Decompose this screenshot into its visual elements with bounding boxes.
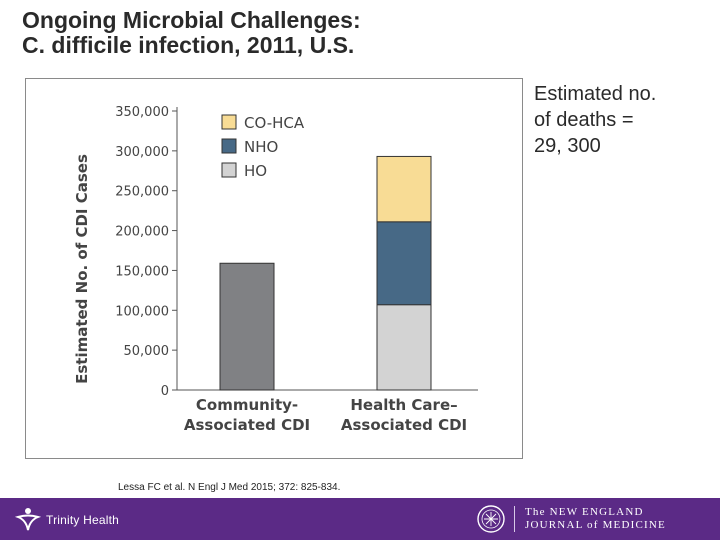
- note-line-2: of deaths =: [534, 109, 634, 131]
- y-tick-label: 350,000: [115, 105, 169, 120]
- footer-bar: Trinity Health The NEW ENGLAND JOURNAL o…: [0, 498, 720, 540]
- legend-swatch: [221, 114, 237, 130]
- x-category-label: Community-: [196, 396, 298, 414]
- bar-segment-co-hca: [376, 155, 432, 223]
- legend-label: CO-HCA: [244, 114, 305, 132]
- legend-swatch: [221, 162, 237, 178]
- y-tick-label: 250,000: [115, 185, 169, 200]
- y-axis-label: Estimated No. of CDI Cases: [73, 154, 91, 384]
- x-category-label: Associated CDI: [341, 416, 467, 434]
- nejm-line-1: The NEW ENGLAND: [525, 506, 644, 518]
- legend-swatch: [221, 138, 237, 154]
- note-line-1: Estimated no.: [534, 83, 657, 105]
- legend-label: NHO: [244, 138, 278, 156]
- cdi-cases-chart: 0 50,000 100,000 150,000 200,000 250,000 300,0…: [73, 105, 478, 434]
- title-line-2: C. difficile infection, 2011, U.S.: [22, 32, 355, 58]
- deaths-note: Estimated no. of deaths = 29, 300: [534, 81, 714, 159]
- trinity-health-logo: Trinity Health: [14, 506, 119, 534]
- slide-title: Ongoing Microbial Challenges: C. diffici…: [22, 8, 542, 58]
- chart-bars: [219, 155, 432, 391]
- trinity-health-icon: [14, 508, 42, 531]
- bar-segment-community: [219, 262, 275, 391]
- trinity-health-name: Trinity Health: [46, 513, 120, 527]
- chart-x-labels: Community- Associated CDI Health Care– Asso…: [184, 396, 467, 434]
- y-tick-label: 150,000: [115, 264, 169, 279]
- nejm-separator: [514, 506, 515, 532]
- citation: Lessa FC et al. N Engl J Med 2015; 372: …: [118, 482, 341, 493]
- y-tick-label: 0: [161, 384, 169, 399]
- nejm-seal-icon: [477, 505, 505, 533]
- title-line-1: Ongoing Microbial Challenges:: [22, 7, 361, 33]
- chart-frame: 0 50,000 100,000 150,000 200,000 250,000 300,0…: [25, 78, 523, 459]
- legend-label: HO: [244, 162, 267, 180]
- nejm-logo: The NEW ENGLAND JOURNAL of MEDICINE: [476, 504, 666, 534]
- chart-axes: 0 50,000 100,000 150,000 200,000 250,000 300,0…: [115, 105, 478, 399]
- chart-legend: CO-HCA NHO HO: [221, 114, 305, 180]
- bar-segment-nho: [376, 221, 432, 306]
- y-tick-label: 200,000: [115, 225, 169, 240]
- bar-segment-ho: [376, 304, 432, 391]
- y-tick-label: 300,000: [115, 145, 169, 160]
- nejm-line-2: JOURNAL of MEDICINE: [525, 519, 666, 531]
- y-tick-label: 50,000: [124, 344, 170, 359]
- note-line-3: 29, 300: [534, 135, 601, 157]
- x-category-label: Health Care–: [350, 396, 457, 414]
- x-category-label: Associated CDI: [184, 416, 310, 434]
- nejm-wordmark: The NEW ENGLAND JOURNAL of MEDICINE: [525, 506, 666, 532]
- y-tick-label: 100,000: [115, 304, 169, 319]
